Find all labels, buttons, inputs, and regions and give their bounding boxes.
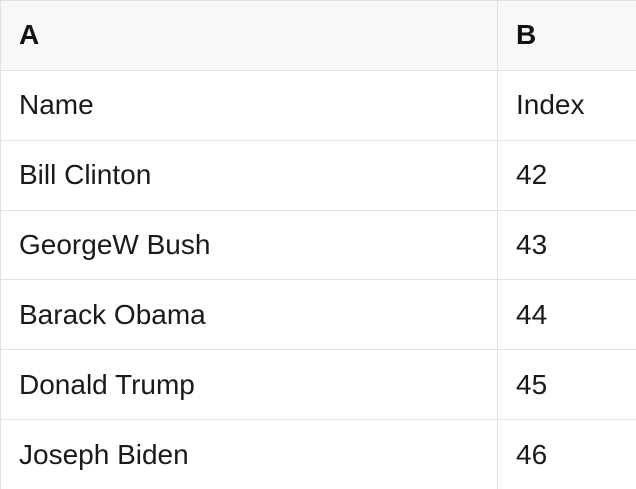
column-letter-b: B — [516, 19, 537, 51]
table-row: Donald Trump 45 — [1, 350, 636, 421]
name-cell: Donald Trump — [1, 350, 498, 420]
index-cell: 46 — [516, 438, 548, 470]
name-header-cell: Name — [1, 70, 498, 140]
index-cell: 42 — [516, 159, 548, 191]
index-cell: 44 — [516, 298, 548, 330]
field-header-row: Name Index — [1, 70, 636, 141]
column-letter-row: A B — [1, 1, 636, 71]
table-row: Bill Clinton 42 — [1, 140, 636, 211]
name-cell: Joseph Biden — [1, 420, 498, 489]
table-row: Joseph Biden 46 — [1, 420, 636, 489]
table-row: Barack Obama 44 — [1, 280, 636, 351]
index-cell: 43 — [516, 229, 548, 260]
name-cell: GeorgeW Bush — [1, 210, 498, 280]
index-cell: 45 — [516, 368, 548, 400]
index-header-cell: Index — [516, 89, 585, 121]
name-cell: Bill Clinton — [1, 140, 498, 210]
table-row: GeorgeW Bush 43 — [1, 210, 636, 281]
column-letter-a: A — [1, 1, 498, 70]
name-cell: Barack Obama — [1, 280, 498, 350]
